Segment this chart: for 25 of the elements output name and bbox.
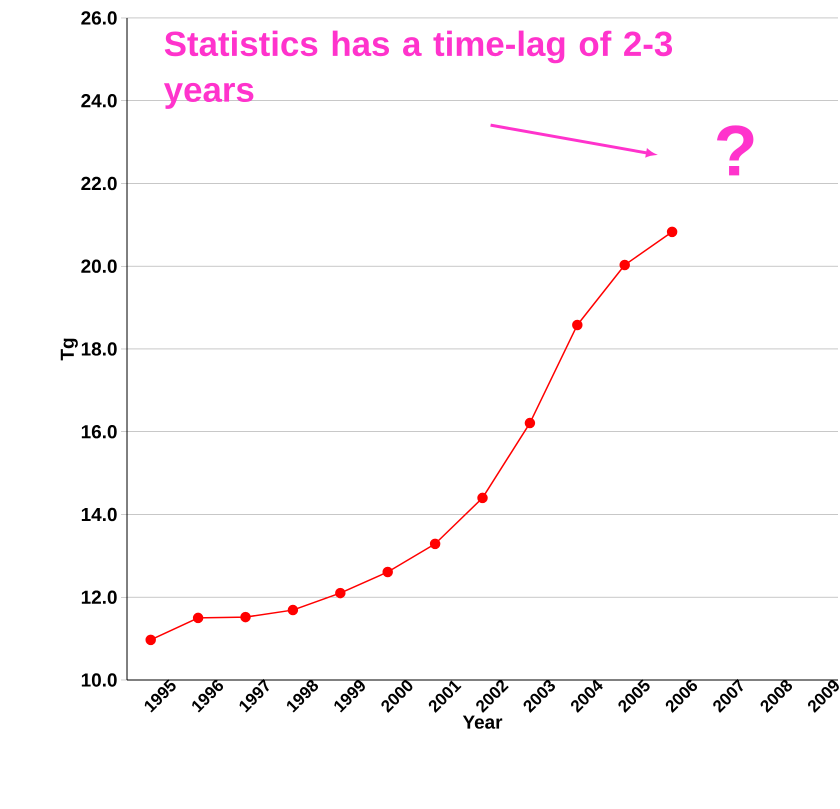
point — [430, 538, 440, 550]
point — [240, 612, 251, 622]
point — [477, 492, 488, 504]
y-axis-title: Tg — [60, 338, 78, 360]
y-tick-label: 18.0 — [82, 342, 117, 356]
y-tick-label: 20.0 — [81, 260, 117, 273]
y-tick-label: 26.0 — [81, 11, 117, 25]
point — [666, 226, 678, 238]
point — [572, 320, 583, 330]
point — [335, 588, 346, 598]
point — [619, 260, 630, 270]
y-tick-label: 16.0 — [82, 425, 117, 438]
point — [382, 566, 393, 578]
y-tick-label: 10.0 — [82, 673, 117, 687]
y-tick-label: 14.0 — [82, 508, 117, 522]
y-tick-label: 22.0 — [81, 176, 117, 190]
point — [288, 604, 298, 616]
x-axis-title: Year — [462, 716, 502, 729]
annotation: Statistics has a time-lag of 2-3 years — [164, 30, 672, 109]
point — [192, 612, 204, 624]
y-tick-label: 24.0 — [81, 94, 117, 108]
annotation: ? — [717, 125, 754, 176]
point — [145, 634, 156, 646]
y-tick-label: 12.0 — [82, 590, 117, 604]
point — [524, 418, 536, 428]
